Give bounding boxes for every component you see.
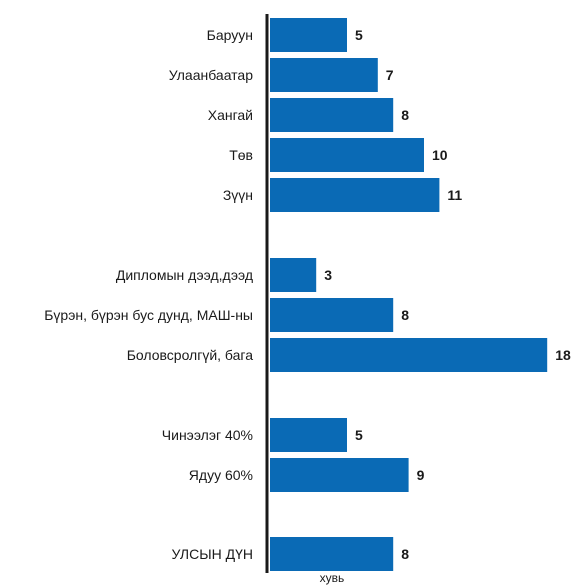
bar-3-0: [270, 537, 394, 571]
bar-0-0: [270, 18, 347, 52]
value-label-2-1: 9: [417, 467, 425, 483]
value-label-0-3: 10: [432, 147, 448, 163]
category-label-1-1: Бүрэн, бүрэн бус дунд, МАШ-ны: [44, 307, 253, 323]
category-label-1-2: Боловсролгүй, бага: [127, 347, 253, 363]
bar-1-2: [270, 338, 548, 372]
value-label-2-0: 5: [355, 427, 363, 443]
bar-0-4: [270, 178, 440, 212]
bar-2-1: [270, 458, 409, 492]
value-label-0-2: 8: [401, 107, 409, 123]
category-label-0-4: Зүүн: [223, 187, 253, 203]
category-label-0-1: Улаанбаатар: [169, 67, 253, 83]
unit-label: хувь: [320, 571, 345, 585]
category-label-0-0: Баруун: [207, 27, 253, 43]
value-label-0-1: 7: [386, 67, 394, 83]
category-label-0-2: Хангай: [208, 107, 253, 123]
value-label-1-0: 3: [324, 267, 332, 283]
bar-1-0: [270, 258, 317, 292]
value-label-0-4: 11: [447, 187, 462, 203]
value-label-3-0: 8: [401, 546, 409, 562]
bar-2-0: [270, 418, 347, 452]
bar-0-2: [270, 98, 394, 132]
bar-0-3: [270, 138, 424, 172]
category-label-2-1: Ядуу 60%: [189, 467, 253, 483]
value-label-1-1: 8: [401, 307, 409, 323]
category-label-3-0: УЛСЫН ДҮН: [172, 546, 254, 562]
bar-1-1: [270, 298, 394, 332]
value-label-1-2: 18: [555, 347, 571, 363]
bar-0-1: [270, 58, 378, 92]
category-label-2-0: Чинээлэг 40%: [162, 427, 253, 443]
value-label-0-0: 5: [355, 27, 363, 43]
bars-layer: Баруун 5 Улаанбаатар 7 Хангай 8 Төв 10 Зүүн 11 Дип…: [44, 18, 571, 571]
category-label-0-3: Төв: [229, 147, 253, 163]
category-label-1-0: Дипломын дээд,дээд: [116, 267, 253, 283]
